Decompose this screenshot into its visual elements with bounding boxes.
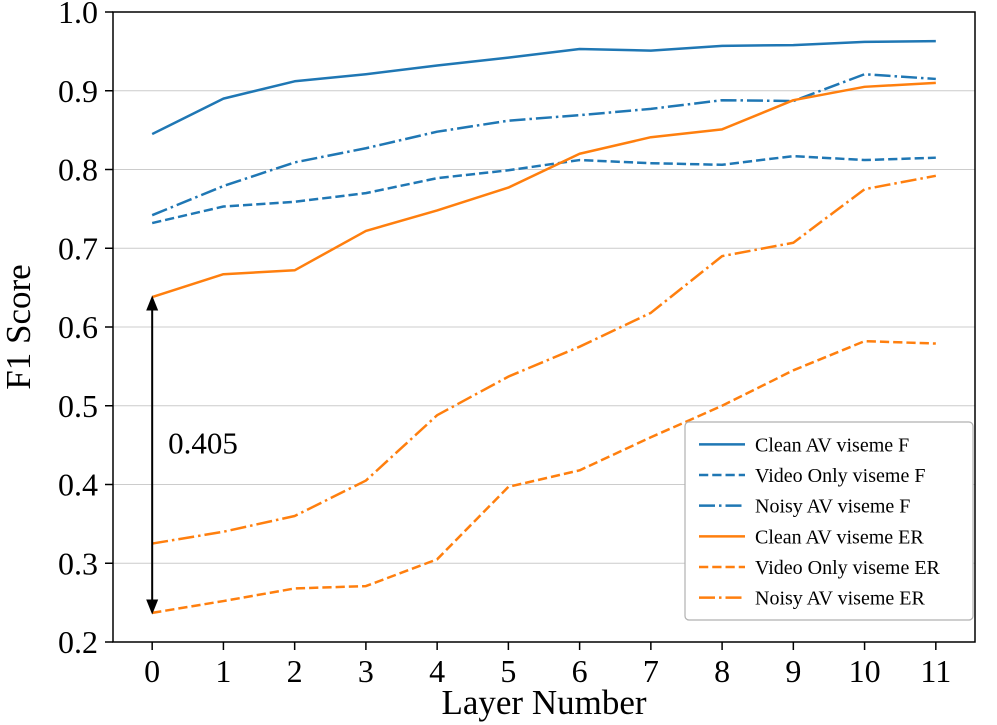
legend-label-noisy-av-viseme-f: Noisy AV viseme F: [755, 496, 910, 518]
legend-item-noisy-av-viseme-f: Noisy AV viseme F: [699, 496, 910, 518]
x-axis-label: Layer Number: [441, 683, 646, 722]
y-tick-label-0.7: 0.7: [58, 230, 98, 266]
x-tick-label-9: 9: [785, 653, 801, 689]
legend-label-video-only-viseme-er: Video Only viseme ER: [755, 557, 941, 579]
legend-item-clean-av-viseme-f: Clean AV viseme F: [699, 434, 909, 456]
chart-plot-area: 0 1 2 3 4 5 6 7 8 9 10 11 0.2 0.3 0.4 0.5 0.6 0.7 0.8 0.9 1.…: [58, 0, 976, 689]
annotation-label: 0.405: [168, 426, 238, 461]
y-tick-label-1: 1.0: [58, 0, 98, 30]
legend-label-noisy-av-viseme-er: Noisy AV viseme ER: [755, 588, 925, 610]
legend-box: [684, 421, 974, 621]
y-tick-label-0.3: 0.3: [58, 545, 98, 581]
series-line-clean-av-viseme-f: [151, 39, 936, 136]
y-tick-label-0.9: 0.9: [58, 73, 98, 109]
y-tick-label-0.5: 0.5: [58, 388, 98, 424]
legend: Clean AV viseme F Video Only viseme F Nois…: [684, 421, 974, 621]
legend-label-video-only-viseme-f: Video Only viseme F: [755, 465, 925, 487]
legend-label-clean-av-viseme-f: Clean AV viseme F: [755, 434, 909, 456]
legend-item-noisy-av-viseme-er: Noisy AV viseme ER: [699, 588, 925, 610]
series-line-clean-av-viseme-er: [151, 81, 936, 299]
series-line-noisy-av-viseme-f: [151, 72, 936, 217]
x-tick-label-8: 8: [714, 653, 730, 689]
legend-item-video-only-viseme-er: Video Only viseme ER: [699, 557, 941, 579]
x-tick-label-3: 3: [358, 653, 374, 689]
legend-item-video-only-viseme-f: Video Only viseme F: [699, 465, 925, 487]
y-tick-label-0.6: 0.6: [58, 309, 98, 345]
y-tick-label-0.8: 0.8: [58, 152, 98, 188]
x-tick-label-5: 5: [500, 653, 516, 689]
legend-label-clean-av-viseme-er: Clean AV viseme ER: [755, 526, 924, 548]
x-tick-label-2: 2: [287, 653, 303, 689]
series-line-video-only-viseme-f: [151, 154, 936, 225]
x-tick-label-0: 0: [144, 653, 160, 689]
annotation-arrowhead-bottom: [146, 599, 159, 615]
x-tick-label-11: 11: [920, 653, 951, 689]
y-tick-label-0.4: 0.4: [58, 467, 98, 503]
annotation-arrowhead-top: [146, 295, 159, 311]
x-tick-label-1: 1: [215, 653, 231, 689]
x-tick-label-7: 7: [643, 653, 659, 689]
x-tick-label-6: 6: [572, 653, 588, 689]
y-axis-label: F1 Score: [0, 264, 38, 389]
series-line-noisy-av-viseme-er: [151, 174, 937, 545]
x-tick-label-4: 4: [429, 653, 445, 689]
series-line-video-only-viseme-er: [151, 339, 936, 615]
legend-item-clean-av-viseme-er: Clean AV viseme ER: [699, 526, 924, 548]
x-tick-label-10: 10: [849, 653, 881, 689]
y-tick-label-0.2: 0.2: [58, 624, 98, 660]
